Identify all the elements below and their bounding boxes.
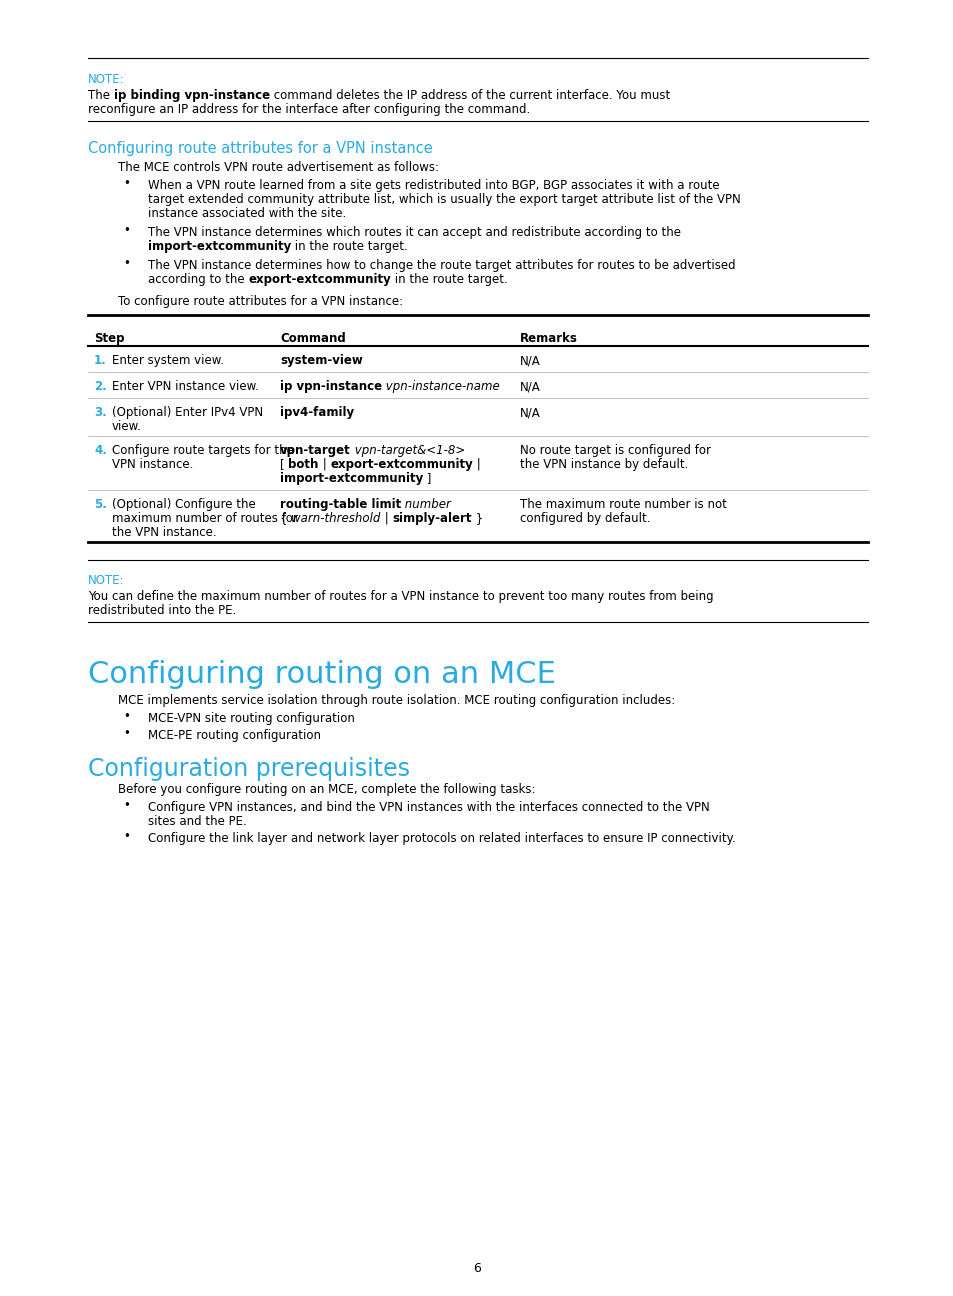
Text: When a VPN route learned from a site gets redistributed into BGP, BGP associates: When a VPN route learned from a site get… (148, 179, 719, 192)
Text: export-extcommunity: export-extcommunity (330, 457, 473, 470)
Text: configured by default.: configured by default. (519, 512, 650, 525)
Text: {: { (280, 512, 291, 525)
Text: •: • (123, 710, 130, 723)
Text: •: • (123, 178, 130, 191)
Text: system-view: system-view (280, 354, 362, 367)
Text: ip vpn-instance: ip vpn-instance (280, 380, 382, 393)
Text: Configure the link layer and network layer protocols on related interfaces to en: Configure the link layer and network lay… (148, 832, 735, 845)
Text: instance associated with the site.: instance associated with the site. (148, 207, 346, 220)
Text: MCE-PE routing configuration: MCE-PE routing configuration (148, 728, 320, 743)
Text: |: | (380, 512, 392, 525)
Text: To configure route attributes for a VPN instance:: To configure route attributes for a VPN … (118, 295, 403, 308)
Text: 3.: 3. (94, 406, 107, 419)
Text: export-extcommunity: export-extcommunity (248, 273, 391, 286)
Text: ]: ] (423, 472, 431, 485)
Text: MCE-VPN site routing configuration: MCE-VPN site routing configuration (148, 712, 355, 724)
Text: Configuring route attributes for a VPN instance: Configuring route attributes for a VPN i… (88, 141, 433, 156)
Text: redistributed into the PE.: redistributed into the PE. (88, 604, 236, 617)
Text: Command: Command (280, 332, 345, 345)
Text: reconfigure an IP address for the interface after configuring the command.: reconfigure an IP address for the interf… (88, 102, 530, 117)
Text: •: • (123, 257, 130, 270)
Text: (Optional) Enter IPv4 VPN: (Optional) Enter IPv4 VPN (112, 406, 263, 419)
Text: The VPN instance determines which routes it can accept and redistribute accordin: The VPN instance determines which routes… (148, 226, 680, 238)
Text: import-extcommunity: import-extcommunity (280, 472, 423, 485)
Text: 5.: 5. (94, 498, 107, 511)
Text: Step: Step (94, 332, 125, 345)
Text: sites and the PE.: sites and the PE. (148, 815, 247, 828)
Text: Remarks: Remarks (519, 332, 578, 345)
Text: target extended community attribute list, which is usually the export target att: target extended community attribute list… (148, 193, 740, 206)
Text: in the route target.: in the route target. (291, 240, 408, 253)
Text: •: • (123, 829, 130, 842)
Text: according to the: according to the (148, 273, 248, 286)
Text: MCE implements service isolation through route isolation. MCE routing configurat: MCE implements service isolation through… (118, 693, 675, 708)
Text: [: [ (280, 457, 288, 470)
Text: NOTE:: NOTE: (88, 574, 125, 587)
Text: ipv4-family: ipv4-family (280, 406, 354, 419)
Text: The VPN instance determines how to change the route target attributes for routes: The VPN instance determines how to chang… (148, 259, 735, 272)
Text: vpn-instance-name: vpn-instance-name (382, 380, 499, 393)
Text: |: | (318, 457, 330, 470)
Text: both: both (288, 457, 318, 470)
Text: routing-table limit: routing-table limit (280, 498, 401, 511)
Text: VPN instance.: VPN instance. (112, 457, 193, 470)
Text: Enter system view.: Enter system view. (112, 354, 224, 367)
Text: view.: view. (112, 420, 142, 433)
Text: Configuration prerequisites: Configuration prerequisites (88, 757, 410, 781)
Text: number: number (401, 498, 451, 511)
Text: NOTE:: NOTE: (88, 73, 125, 86)
Text: •: • (123, 800, 130, 813)
Text: The: The (88, 89, 113, 102)
Text: Enter VPN instance view.: Enter VPN instance view. (112, 380, 258, 393)
Text: |: | (473, 457, 480, 470)
Text: 6: 6 (473, 1261, 480, 1274)
Text: 2.: 2. (94, 380, 107, 393)
Text: ip binding vpn-instance: ip binding vpn-instance (113, 89, 270, 102)
Text: N/A: N/A (519, 354, 540, 367)
Text: warn-threshold: warn-threshold (291, 512, 380, 525)
Text: (Optional) Configure the: (Optional) Configure the (112, 498, 255, 511)
Text: }: } (471, 512, 482, 525)
Text: The maximum route number is not: The maximum route number is not (519, 498, 726, 511)
Text: Configure VPN instances, and bind the VPN instances with the interfaces connecte: Configure VPN instances, and bind the VP… (148, 801, 709, 814)
Text: Configuring routing on an MCE: Configuring routing on an MCE (88, 660, 556, 689)
Text: import-extcommunity: import-extcommunity (148, 240, 291, 253)
Text: the VPN instance by default.: the VPN instance by default. (519, 457, 688, 470)
Text: command deletes the IP address of the current interface. You must: command deletes the IP address of the cu… (270, 89, 669, 102)
Text: 1.: 1. (94, 354, 107, 367)
Text: simply-alert: simply-alert (392, 512, 471, 525)
Text: •: • (123, 727, 130, 740)
Text: N/A: N/A (519, 406, 540, 419)
Text: vpn-target&<1-8>: vpn-target&<1-8> (351, 445, 464, 457)
Text: vpn-target: vpn-target (280, 445, 351, 457)
Text: •: • (123, 224, 130, 237)
Text: N/A: N/A (519, 380, 540, 393)
Text: the VPN instance.: the VPN instance. (112, 526, 216, 539)
Text: No route target is configured for: No route target is configured for (519, 445, 710, 457)
Text: 4.: 4. (94, 445, 107, 457)
Text: You can define the maximum number of routes for a VPN instance to prevent too ma: You can define the maximum number of rou… (88, 590, 713, 603)
Text: The MCE controls VPN route advertisement as follows:: The MCE controls VPN route advertisement… (118, 161, 438, 174)
Text: Configure route targets for the: Configure route targets for the (112, 445, 294, 457)
Text: in the route target.: in the route target. (391, 273, 507, 286)
Text: Before you configure routing on an MCE, complete the following tasks:: Before you configure routing on an MCE, … (118, 783, 535, 796)
Text: maximum number of routes for: maximum number of routes for (112, 512, 297, 525)
